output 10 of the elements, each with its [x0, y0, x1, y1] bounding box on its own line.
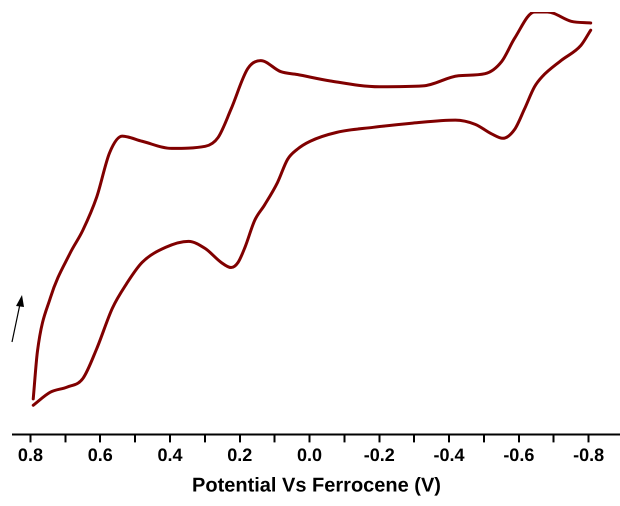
x-tick-label: 0.0 [297, 445, 322, 466]
x-tick-label: -0.8 [573, 445, 604, 466]
x-tick-label: 0.6 [88, 445, 113, 466]
x-tick-label: -0.6 [503, 445, 534, 466]
x-tick-label: 0.2 [227, 445, 252, 466]
x-tick-label: 0.8 [18, 445, 43, 466]
x-tick-label: 0.4 [157, 445, 182, 466]
x-tick-label: -0.4 [434, 445, 465, 466]
x-axis-title: Potential Vs Ferrocene (V) [192, 474, 441, 497]
x-tick-label: -0.2 [364, 445, 395, 466]
